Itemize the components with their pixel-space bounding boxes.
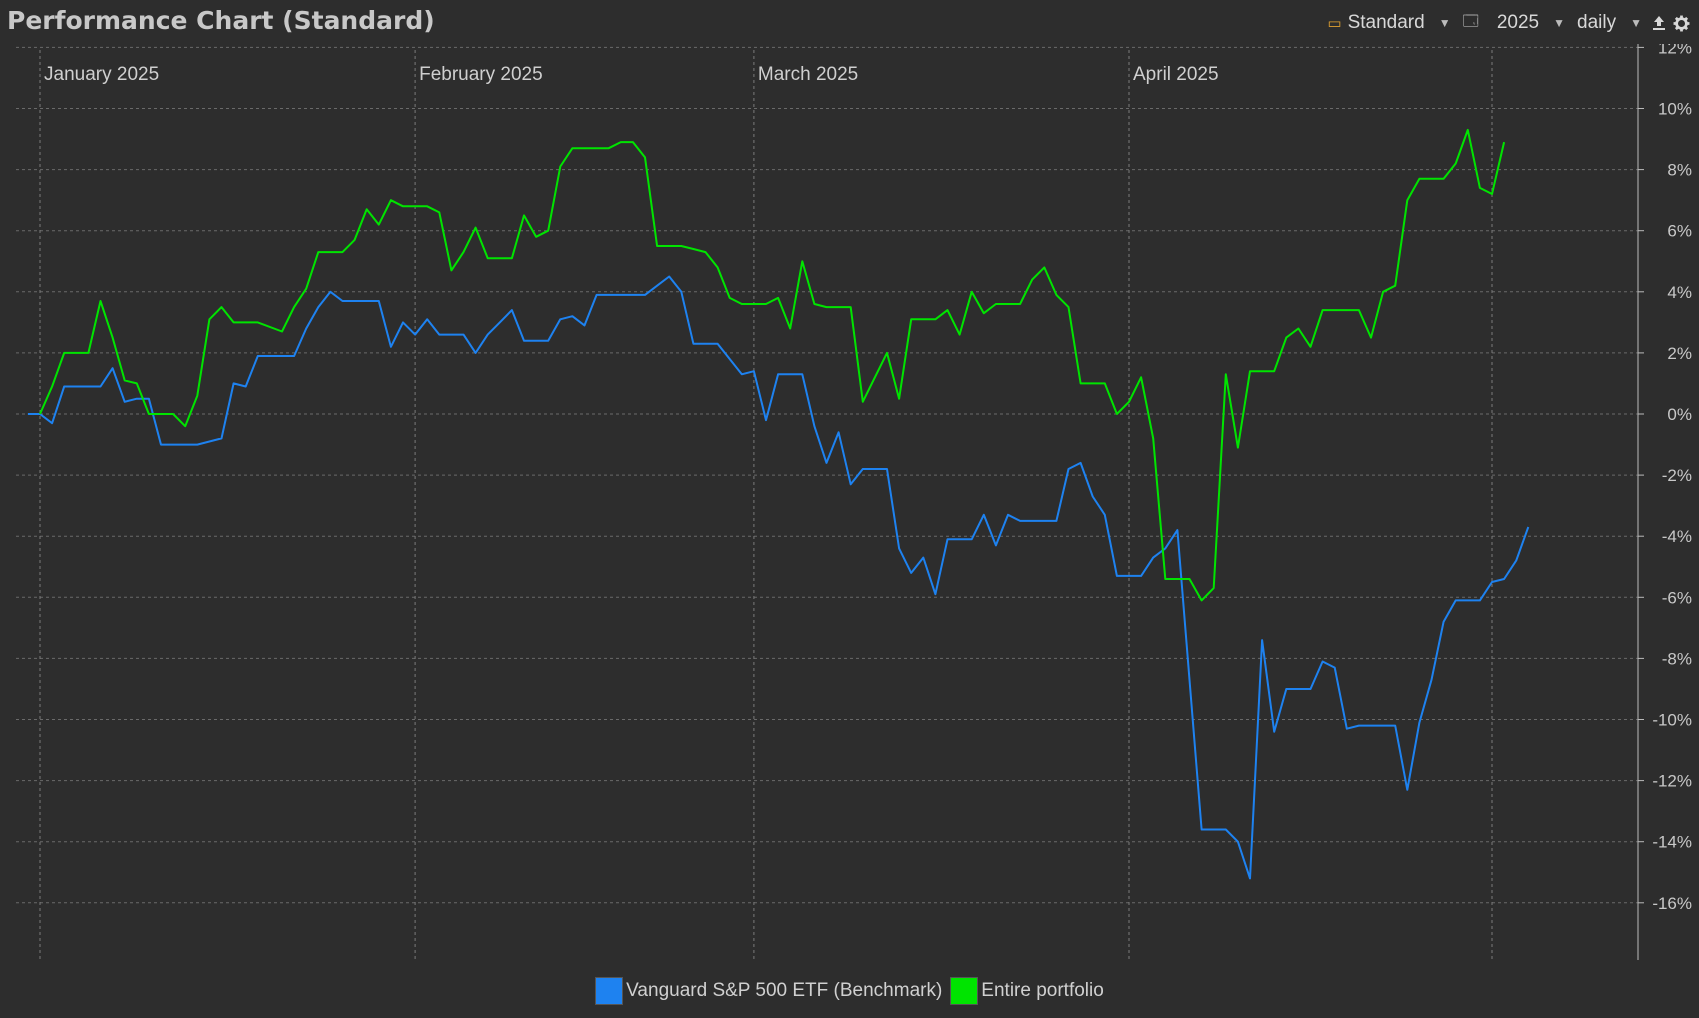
y-tick-label: 2% — [1667, 344, 1692, 363]
year-dropdown-label: 2025 — [1496, 12, 1540, 33]
y-tick-label: -6% — [1662, 588, 1692, 607]
y-tick-label: -2% — [1662, 466, 1692, 485]
export-icon — [1653, 16, 1665, 30]
y-tick-label: -14% — [1652, 833, 1692, 852]
window-icon: 🗔 — [1462, 12, 1479, 30]
legend-label-benchmark: Vanguard S&P 500 ETF (Benchmark) — [626, 980, 943, 1001]
x-tick-label: February 2025 — [419, 64, 543, 85]
y-tick-label: 12% — [1658, 44, 1692, 57]
y-tick-label: -12% — [1652, 772, 1692, 791]
chevron-down-icon: ▼ — [1553, 16, 1566, 30]
x-tick-label: April 2025 — [1133, 64, 1219, 85]
interval-dropdown-label: daily — [1577, 12, 1617, 33]
legend-label-portfolio: Entire portfolio — [981, 980, 1104, 1001]
export-button[interactable] — [1648, 15, 1670, 31]
performance-chart[interactable]: 12% 10% 8% 6% 4% 2% 0% -2% -4% -6% -8% -10% -12% -14%… — [0, 38, 1699, 964]
portfolio-swatch — [950, 977, 979, 1005]
header-bar: Performance Chart (Standard) ▭ Standard … — [0, 0, 1699, 44]
view-dropdown[interactable]: ▭ Standard ▼ — [1321, 12, 1456, 34]
calendar-icon: ▭ — [1327, 15, 1342, 32]
y-tick-label: -10% — [1652, 711, 1692, 730]
gear-icon — [1673, 15, 1690, 31]
y-tick-label: 4% — [1667, 283, 1692, 302]
y-tick-label: -8% — [1662, 649, 1692, 668]
x-tick-label: January 2025 — [44, 64, 159, 85]
series-line-benchmark — [27, 275, 1530, 880]
chevron-down-icon: ▼ — [1630, 16, 1642, 30]
toolbar: ▭ Standard ▼ 🗔 2025 ▼ daily ▼ — [1321, 8, 1693, 38]
y-tick-label: -16% — [1652, 894, 1692, 913]
x-tick-label: March 2025 — [758, 64, 858, 85]
view-dropdown-label: Standard — [1347, 12, 1425, 33]
legend-item-portfolio[interactable]: Entire portfolio — [950, 977, 1104, 1005]
y-tick-label: 6% — [1667, 222, 1692, 241]
y-tick-label: 10% — [1658, 100, 1692, 119]
chevron-down-icon: ▼ — [1438, 16, 1451, 30]
y-tick-label: 8% — [1667, 161, 1692, 180]
legend-item-benchmark[interactable]: Vanguard S&P 500 ETF (Benchmark) — [595, 977, 942, 1005]
chart-canvas[interactable]: 12% 10% 8% 6% 4% 2% 0% -2% -4% -6% -8% -10% -12% -14%… — [0, 38, 1699, 964]
chart-legend: Vanguard S&P 500 ETF (Benchmark) Entire … — [0, 974, 1699, 1008]
page-title: Performance Chart (Standard) — [7, 6, 435, 35]
interval-dropdown[interactable]: daily ▼ — [1571, 12, 1648, 34]
series-line-portfolio — [39, 128, 1506, 602]
y-tick-label: -4% — [1662, 527, 1692, 546]
year-dropdown[interactable]: 🗔 2025 ▼ — [1457, 11, 1571, 36]
settings-button[interactable] — [1670, 15, 1693, 32]
benchmark-swatch — [595, 977, 624, 1005]
y-tick-label: 0% — [1667, 405, 1692, 424]
